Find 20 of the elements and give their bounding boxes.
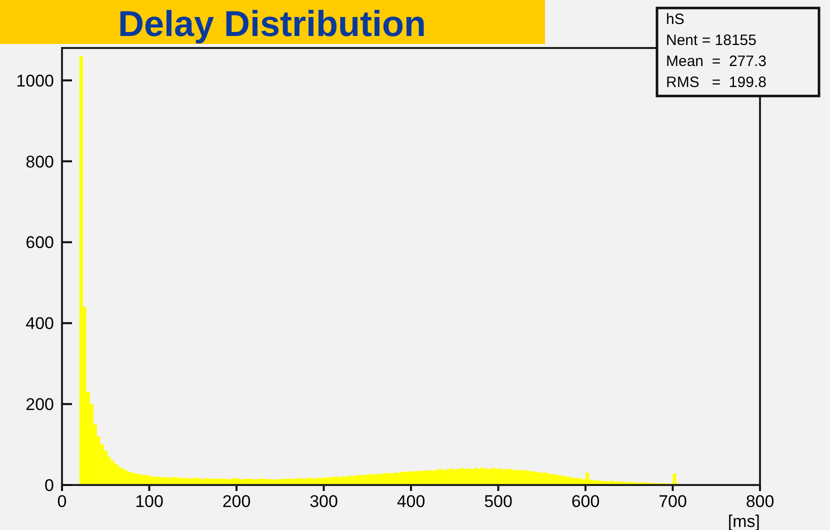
x-tick-label: 400: [396, 492, 426, 511]
y-tick-label: 600: [26, 233, 54, 252]
annotation: RMS = 199.8: [666, 74, 766, 91]
y-tick-label: 800: [26, 152, 54, 172]
annotation: Mean = 277.3: [666, 53, 766, 70]
y-tick-label: 0: [44, 476, 54, 495]
text: hS: [666, 11, 684, 28]
y-tick-label: 400: [26, 314, 54, 334]
annotation: Nent = 18155: [666, 32, 756, 49]
chart-title: Delay Distribution: [118, 3, 426, 44]
x-tick-label: 800: [746, 492, 774, 511]
x-tick-label: 200: [222, 492, 251, 511]
x-tick-label: 300: [310, 492, 338, 511]
y-tick-label: 1000: [16, 71, 54, 90]
x-tick-label: 700: [658, 492, 687, 511]
y-tick-label: 200: [26, 395, 54, 414]
x-tick-label: 0: [57, 492, 67, 511]
x-tick-label: 600: [571, 492, 600, 511]
x-tick-label: 100: [135, 492, 164, 511]
x-tick-label: 500: [484, 492, 512, 511]
